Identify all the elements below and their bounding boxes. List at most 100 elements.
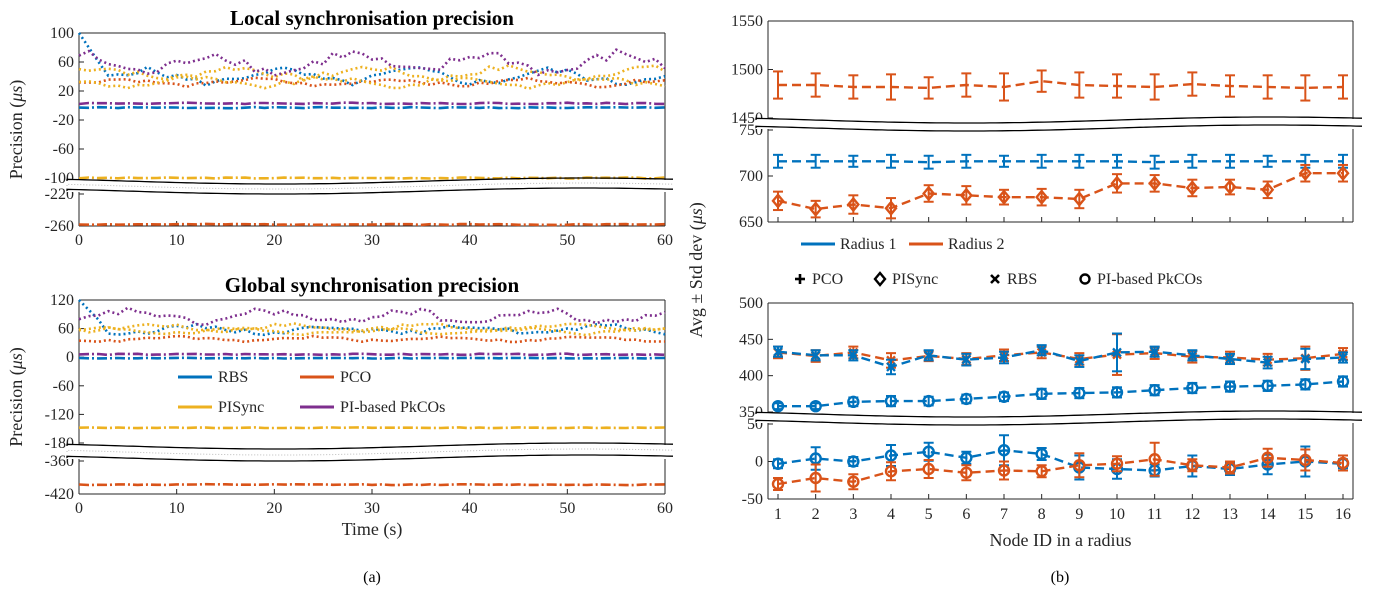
x-tick-label: 9: [1075, 506, 1083, 523]
y-axis-label-close: ): [6, 80, 27, 86]
data-marker: [1110, 386, 1124, 399]
data-marker: [1185, 180, 1199, 196]
series-line: [78, 48, 666, 77]
axis-break-mask: [756, 413, 1365, 423]
axis-break-line: [755, 410, 1363, 418]
x-tick-label: 60: [657, 500, 673, 517]
data-marker: [923, 350, 934, 361]
chart-2: 155015001450750700650500450400350500-501…: [686, 13, 1365, 550]
y-axis-label: Precision (μs): [6, 80, 27, 180]
data-marker: [1073, 386, 1086, 400]
legend-label: RBS: [218, 369, 248, 386]
y-tick-label: 60: [58, 321, 74, 338]
y-axis-label-unit: μs: [686, 208, 706, 225]
x-tick-label: 1: [774, 506, 782, 523]
x-tick-label: 50: [559, 232, 575, 249]
data-marker: [1073, 459, 1086, 472]
x-tick-label: 10: [169, 232, 185, 249]
y-axis-label-text: Precision (: [6, 369, 27, 446]
data-marker: [922, 185, 936, 202]
series-line: [78, 222, 666, 227]
y-tick-label: 1500: [731, 62, 763, 79]
data-marker: [1299, 453, 1312, 467]
legend-label: PCO: [812, 271, 843, 288]
data-marker: [1262, 357, 1273, 368]
x-tick-label: 0: [75, 232, 83, 249]
data-marker: [1336, 375, 1350, 388]
data-marker: [1298, 165, 1312, 182]
data-marker: [1148, 175, 1162, 192]
y-tick-label: 1450: [731, 110, 763, 127]
data-marker: [961, 354, 972, 365]
axis-break-line: [755, 116, 1363, 124]
series-line: [78, 105, 666, 110]
x-tick-label: 10: [1109, 506, 1125, 523]
series-line: [777, 456, 1344, 486]
series-line: [777, 171, 1343, 211]
series-line: [778, 380, 1344, 408]
data-marker: [960, 466, 973, 479]
data-marker: [922, 394, 935, 408]
x-tick-label: 12: [1184, 506, 1200, 523]
data-marker: [1299, 378, 1312, 391]
data-marker: [1300, 354, 1311, 364]
caption-a: (a): [363, 569, 381, 586]
data-marker: [1148, 384, 1161, 397]
y-axis-label-unit: μs: [6, 86, 26, 103]
legend-methods: PCO PISync RBS PI-based PkCOs: [795, 271, 1202, 288]
data-marker: [773, 346, 783, 357]
legend-label: PI-based PkCOs: [1097, 271, 1202, 288]
legend-marker: [1079, 273, 1091, 285]
data-marker: [771, 477, 785, 491]
axis-break-mask: [756, 119, 1365, 129]
data-marker: [997, 189, 1011, 206]
y-axis-label-text: Avg ± Std dev (: [686, 224, 707, 338]
data-marker: [1261, 181, 1275, 198]
y-tick-label: -50: [742, 491, 763, 508]
series-line: [78, 352, 666, 357]
data-marker: [1110, 175, 1124, 192]
data-marker: [1336, 165, 1350, 182]
series-line: [78, 325, 666, 337]
legend: RBS PCO PISync PI-based PkCOs: [178, 369, 445, 416]
x-tick-label: 20: [266, 232, 282, 249]
y-axis-label-unit: μs: [6, 353, 26, 370]
data-marker: [1035, 465, 1048, 478]
data-marker: [999, 352, 1009, 363]
legend-radius: Radius 1 Radius 2: [801, 236, 1004, 253]
series-line: [777, 348, 1344, 369]
y-tick-label: -20: [53, 112, 74, 129]
caption-b: (b): [1051, 569, 1070, 586]
legend-label: PISync: [218, 399, 264, 416]
x-tick-label: 0: [75, 500, 83, 517]
data-marker: [1036, 345, 1047, 356]
data-marker: [1186, 381, 1199, 395]
y-tick-label: -60: [53, 378, 74, 395]
series-line: [78, 63, 666, 82]
chart-title: Global synchronisation precision: [225, 273, 520, 297]
x-tick-label: 15: [1297, 506, 1313, 523]
x-tick-label: 40: [462, 500, 478, 517]
data-marker: [1074, 356, 1085, 366]
x-axis-label: Node ID in a radius: [990, 530, 1132, 550]
series-line: [778, 79, 1344, 90]
data-marker: [1261, 379, 1274, 393]
y-axis-label-close: ): [6, 347, 27, 353]
y-tick-label: -420: [45, 486, 74, 503]
y-axis-label-close: ): [686, 202, 707, 208]
series-line: [78, 334, 665, 344]
legend-label: Radius 1: [840, 236, 896, 253]
data-marker: [1338, 352, 1348, 363]
axis-break-line: [66, 442, 674, 450]
data-marker: [884, 465, 898, 478]
x-tick-label: 30: [364, 232, 380, 249]
legend-marker: [990, 274, 1000, 284]
data-marker: [1035, 387, 1048, 401]
x-tick-label: 5: [925, 506, 933, 523]
data-marker: [1223, 380, 1237, 393]
data-marker: [809, 471, 822, 485]
axis-break-line: [66, 187, 674, 195]
data-marker: [997, 444, 1011, 457]
